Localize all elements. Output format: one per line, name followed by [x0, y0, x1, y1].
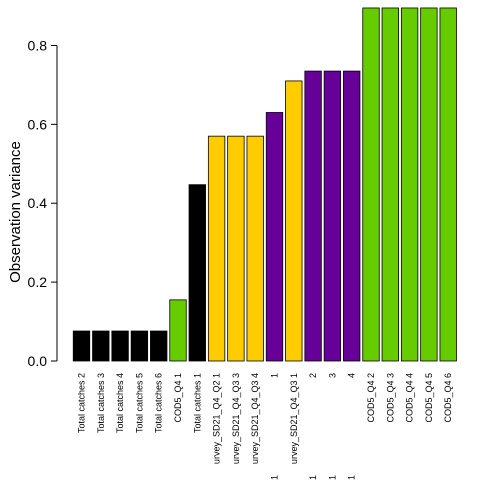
x-tick-label: Total catches 6 — [154, 373, 164, 433]
bar — [285, 80, 303, 362]
x-tick-label-lower: 1 — [347, 475, 357, 480]
y-tick-label: 0.6 — [28, 116, 48, 132]
bar — [227, 135, 245, 362]
bar — [188, 184, 206, 362]
bar — [343, 70, 361, 362]
y-tick-label: 0.8 — [28, 37, 48, 53]
x-tick-label: Total catches 4 — [115, 373, 125, 433]
bar — [304, 70, 322, 362]
x-tick-label: Total catches 3 — [96, 373, 106, 433]
y-tick-label: 0.2 — [28, 274, 48, 290]
x-tick-label-lower: 1 — [308, 475, 318, 480]
bar — [381, 7, 399, 362]
x-axis-tick-labels: Total catches 2 Total catches 3 Total catc… — [77, 373, 454, 480]
x-tick-label: COD5_Q4 6 — [443, 373, 453, 423]
bar — [400, 7, 419, 362]
bar — [439, 7, 457, 362]
y-axis: 0.0 0.2 0.4 0.6 0.8 — [28, 37, 58, 369]
y-tick-label: 0.0 — [28, 353, 48, 369]
bar — [362, 7, 380, 362]
x-tick-label: COD5_Q4 3 — [385, 373, 395, 423]
x-tick-label: Total catches 1 — [192, 373, 202, 433]
bar — [246, 135, 264, 362]
x-tick-label: 2 — [308, 373, 318, 378]
x-tick-label: COD5_Q4 5 — [424, 373, 434, 423]
bar — [265, 112, 284, 362]
x-tick-label: COD5_Q4 1 — [173, 373, 183, 423]
bar — [92, 330, 110, 362]
bar — [169, 299, 187, 362]
bar — [420, 7, 438, 362]
x-tick-label: urvey_SD21_Q4_Q2 1 — [212, 373, 222, 464]
x-tick-label-lower: 1 — [270, 475, 280, 480]
x-tick-label: Total catches 5 — [134, 373, 144, 433]
bar — [72, 330, 91, 362]
bar — [111, 330, 129, 362]
y-axis-title: Observation variance — [7, 141, 24, 283]
x-tick-label: Total catches 2 — [77, 373, 87, 433]
x-tick-label: COD5_Q4 2 — [366, 373, 376, 423]
bar — [323, 70, 342, 362]
x-tick-label: 1 — [270, 373, 280, 378]
x-tick-label: 4 — [347, 373, 357, 378]
bar — [207, 135, 226, 362]
bar — [150, 330, 168, 362]
x-tick-label: COD5_Q4 4 — [405, 373, 415, 423]
x-tick-label-lower: 1 — [327, 475, 337, 480]
bars — [72, 7, 457, 362]
x-tick-label: 3 — [327, 373, 337, 378]
bar — [130, 330, 149, 362]
x-tick-label: urvey_SD21_Q4_Q3 1 — [289, 373, 299, 464]
x-tick-label: urvey_SD21_Q4_Q3 4 — [250, 373, 260, 464]
y-tick-label: 0.4 — [28, 195, 48, 211]
x-tick-label: urvey_SD21_Q4_Q3 3 — [231, 373, 241, 464]
